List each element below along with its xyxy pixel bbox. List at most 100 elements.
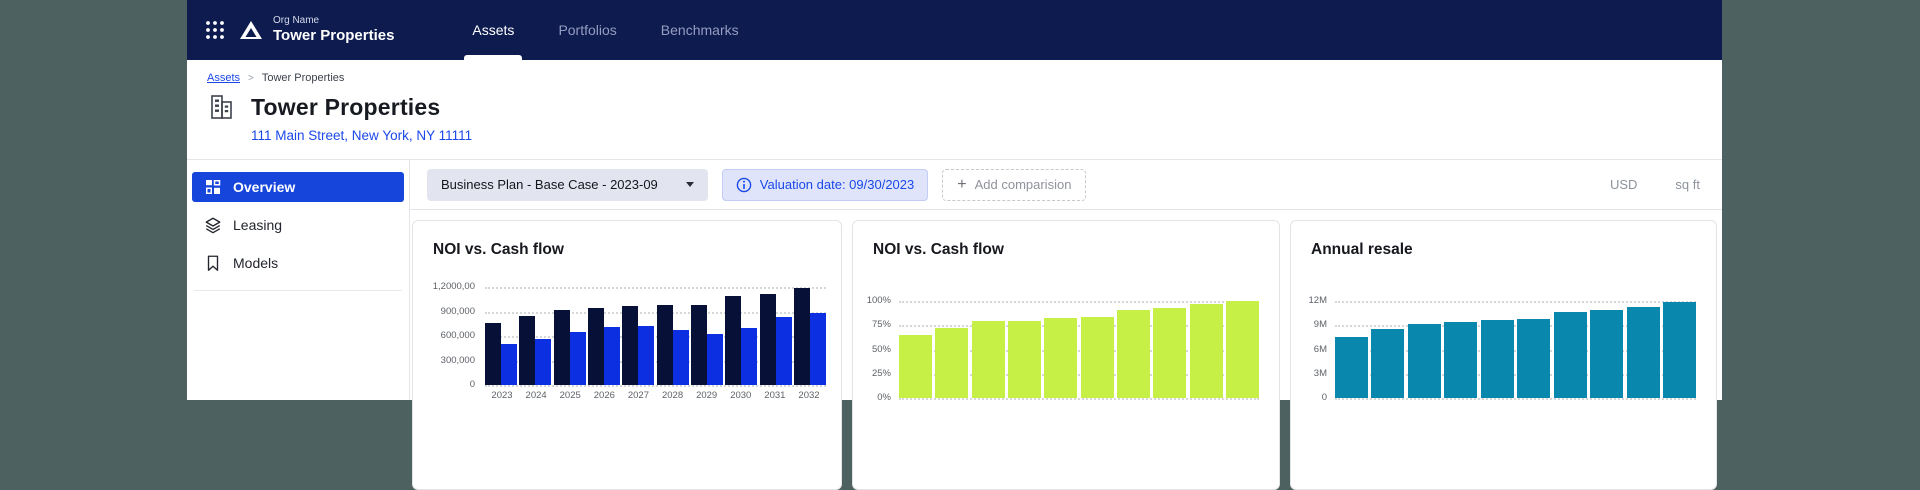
bar xyxy=(935,328,969,398)
bar-group xyxy=(971,321,1005,398)
sidebar-item-models[interactable]: Models xyxy=(192,248,404,278)
breadcrumb: Assets > Tower Properties xyxy=(207,72,1702,84)
sidebar-item-leasing[interactable]: Leasing xyxy=(192,210,404,240)
app-grid-icon[interactable] xyxy=(205,20,225,40)
y-tick-label: 600,000 xyxy=(440,330,475,341)
bar xyxy=(1080,317,1114,398)
bar-group xyxy=(1335,337,1368,398)
valuation-date-text: Valuation date: 09/30/2023 xyxy=(759,177,915,192)
chevron-down-icon xyxy=(685,182,694,187)
bar-group xyxy=(656,305,689,385)
bar xyxy=(1153,308,1187,398)
y-tick-label: 300,000 xyxy=(440,354,475,366)
y-tick-label: 3M xyxy=(1313,367,1327,379)
y-gridline xyxy=(1335,398,1696,400)
y-tick-label: 25% xyxy=(871,367,891,379)
y-gridline xyxy=(1335,325,1696,328)
sidebar: Overview Leasing Models xyxy=(187,160,410,400)
bar xyxy=(1007,321,1041,398)
y-gridline xyxy=(485,360,826,363)
bar xyxy=(587,308,604,385)
currency-toggle[interactable]: USD xyxy=(1609,177,1638,192)
bar-group xyxy=(485,323,517,385)
scenario-select-value: Business Plan - Base Case - 2023-09 xyxy=(441,177,658,192)
bar-group xyxy=(759,294,792,385)
bar-group xyxy=(690,305,723,385)
bar xyxy=(690,305,707,385)
y-tick-label: 9M xyxy=(1313,319,1327,331)
bar-group xyxy=(553,310,586,385)
bar-group xyxy=(1407,324,1441,398)
property-address-link[interactable]: 111 Main Street, New York, NY 11111 xyxy=(251,128,473,143)
valuation-date-chip[interactable]: Valuation date: 09/30/2023 xyxy=(721,168,929,201)
bar-group xyxy=(1153,308,1187,398)
bar-group xyxy=(793,288,826,385)
x-tick-label: 2032 xyxy=(798,390,820,401)
org-switcher[interactable]: Org Name Tower Properties xyxy=(273,15,394,45)
x-tick-label: 2030 xyxy=(730,390,752,401)
bar-group xyxy=(725,296,758,385)
chart-card-annual-resale: Annual resale 12M 9M 6M 3M 0 xyxy=(1290,220,1717,490)
bar-group xyxy=(1116,310,1150,398)
add-comparison-button[interactable]: + Add comparision xyxy=(942,168,1087,201)
y-tick-label: 0% xyxy=(877,392,891,403)
bar xyxy=(1044,318,1078,398)
y-tick-label: 12M xyxy=(1308,295,1327,306)
x-tick-label: 2025 xyxy=(559,390,581,401)
y-gridline xyxy=(485,385,826,387)
scenario-select[interactable]: Business Plan - Base Case - 2023-09 xyxy=(427,168,708,201)
bar xyxy=(1517,319,1551,398)
x-tick-label: 2028 xyxy=(661,390,684,401)
sidebar-divider xyxy=(194,290,402,291)
bar xyxy=(1116,310,1150,398)
y-gridline xyxy=(485,287,826,289)
bar-group xyxy=(587,308,620,385)
sidebar-item-overview[interactable]: Overview xyxy=(192,172,404,202)
bar xyxy=(1662,302,1696,398)
bar xyxy=(741,328,758,385)
header-divider xyxy=(187,159,1722,160)
breadcrumb-current: Tower Properties xyxy=(261,72,345,84)
bars-area xyxy=(1335,301,1696,398)
bar xyxy=(535,339,552,385)
y-gridline xyxy=(899,373,1259,376)
bar-group xyxy=(1626,307,1660,398)
y-tick-label: 900,000 xyxy=(440,305,475,317)
bar xyxy=(1335,337,1368,398)
x-tick-label: 2031 xyxy=(764,390,786,401)
org-label: Org Name xyxy=(273,15,320,26)
bar-group xyxy=(1590,310,1624,398)
bar xyxy=(553,310,570,385)
nav-tab-assets[interactable]: Assets xyxy=(464,0,523,60)
bars-area xyxy=(485,287,826,385)
layers-icon xyxy=(205,217,221,234)
nav-tab-portfolios[interactable]: Portfolios xyxy=(558,22,617,38)
bar xyxy=(899,335,932,398)
bar xyxy=(1444,322,1478,398)
bar xyxy=(793,288,810,385)
add-comparison-label: Add comparision xyxy=(974,177,1072,192)
bar-group xyxy=(1080,317,1114,398)
bar xyxy=(1371,329,1405,398)
org-name: Tower Properties xyxy=(273,27,395,44)
nav-tab-benchmarks[interactable]: Benchmarks xyxy=(660,22,739,38)
area-unit-toggle[interactable]: sq ft xyxy=(1675,177,1700,192)
top-navbar: Org Name Tower Properties Assets Portfol… xyxy=(187,0,1722,60)
bar xyxy=(1189,304,1223,398)
sidebar-item-label: Overview xyxy=(233,179,296,195)
breadcrumb-assets-link[interactable]: Assets xyxy=(207,72,241,84)
y-tick-label: 75% xyxy=(871,319,891,331)
charts-row: NOI vs. Cash flow 1,2000,00 900,000 600,00… xyxy=(410,210,1722,490)
bar-group xyxy=(1444,322,1478,398)
bar xyxy=(971,321,1005,398)
bar xyxy=(1590,310,1624,398)
bar xyxy=(706,334,723,385)
chart-card-noi-cashflow: NOI vs. Cash flow 1,2000,00 900,000 600,00… xyxy=(412,220,842,490)
info-icon xyxy=(736,177,752,192)
dashboard-icon xyxy=(206,180,221,194)
y-tick-label: 0 xyxy=(469,379,475,390)
bar xyxy=(656,305,673,385)
chart-title: Annual resale xyxy=(1311,241,1413,258)
bar xyxy=(672,330,689,385)
noi-cashflow-percent-bar-chart: 100% 75% 50% 25% 0% xyxy=(853,221,1279,489)
